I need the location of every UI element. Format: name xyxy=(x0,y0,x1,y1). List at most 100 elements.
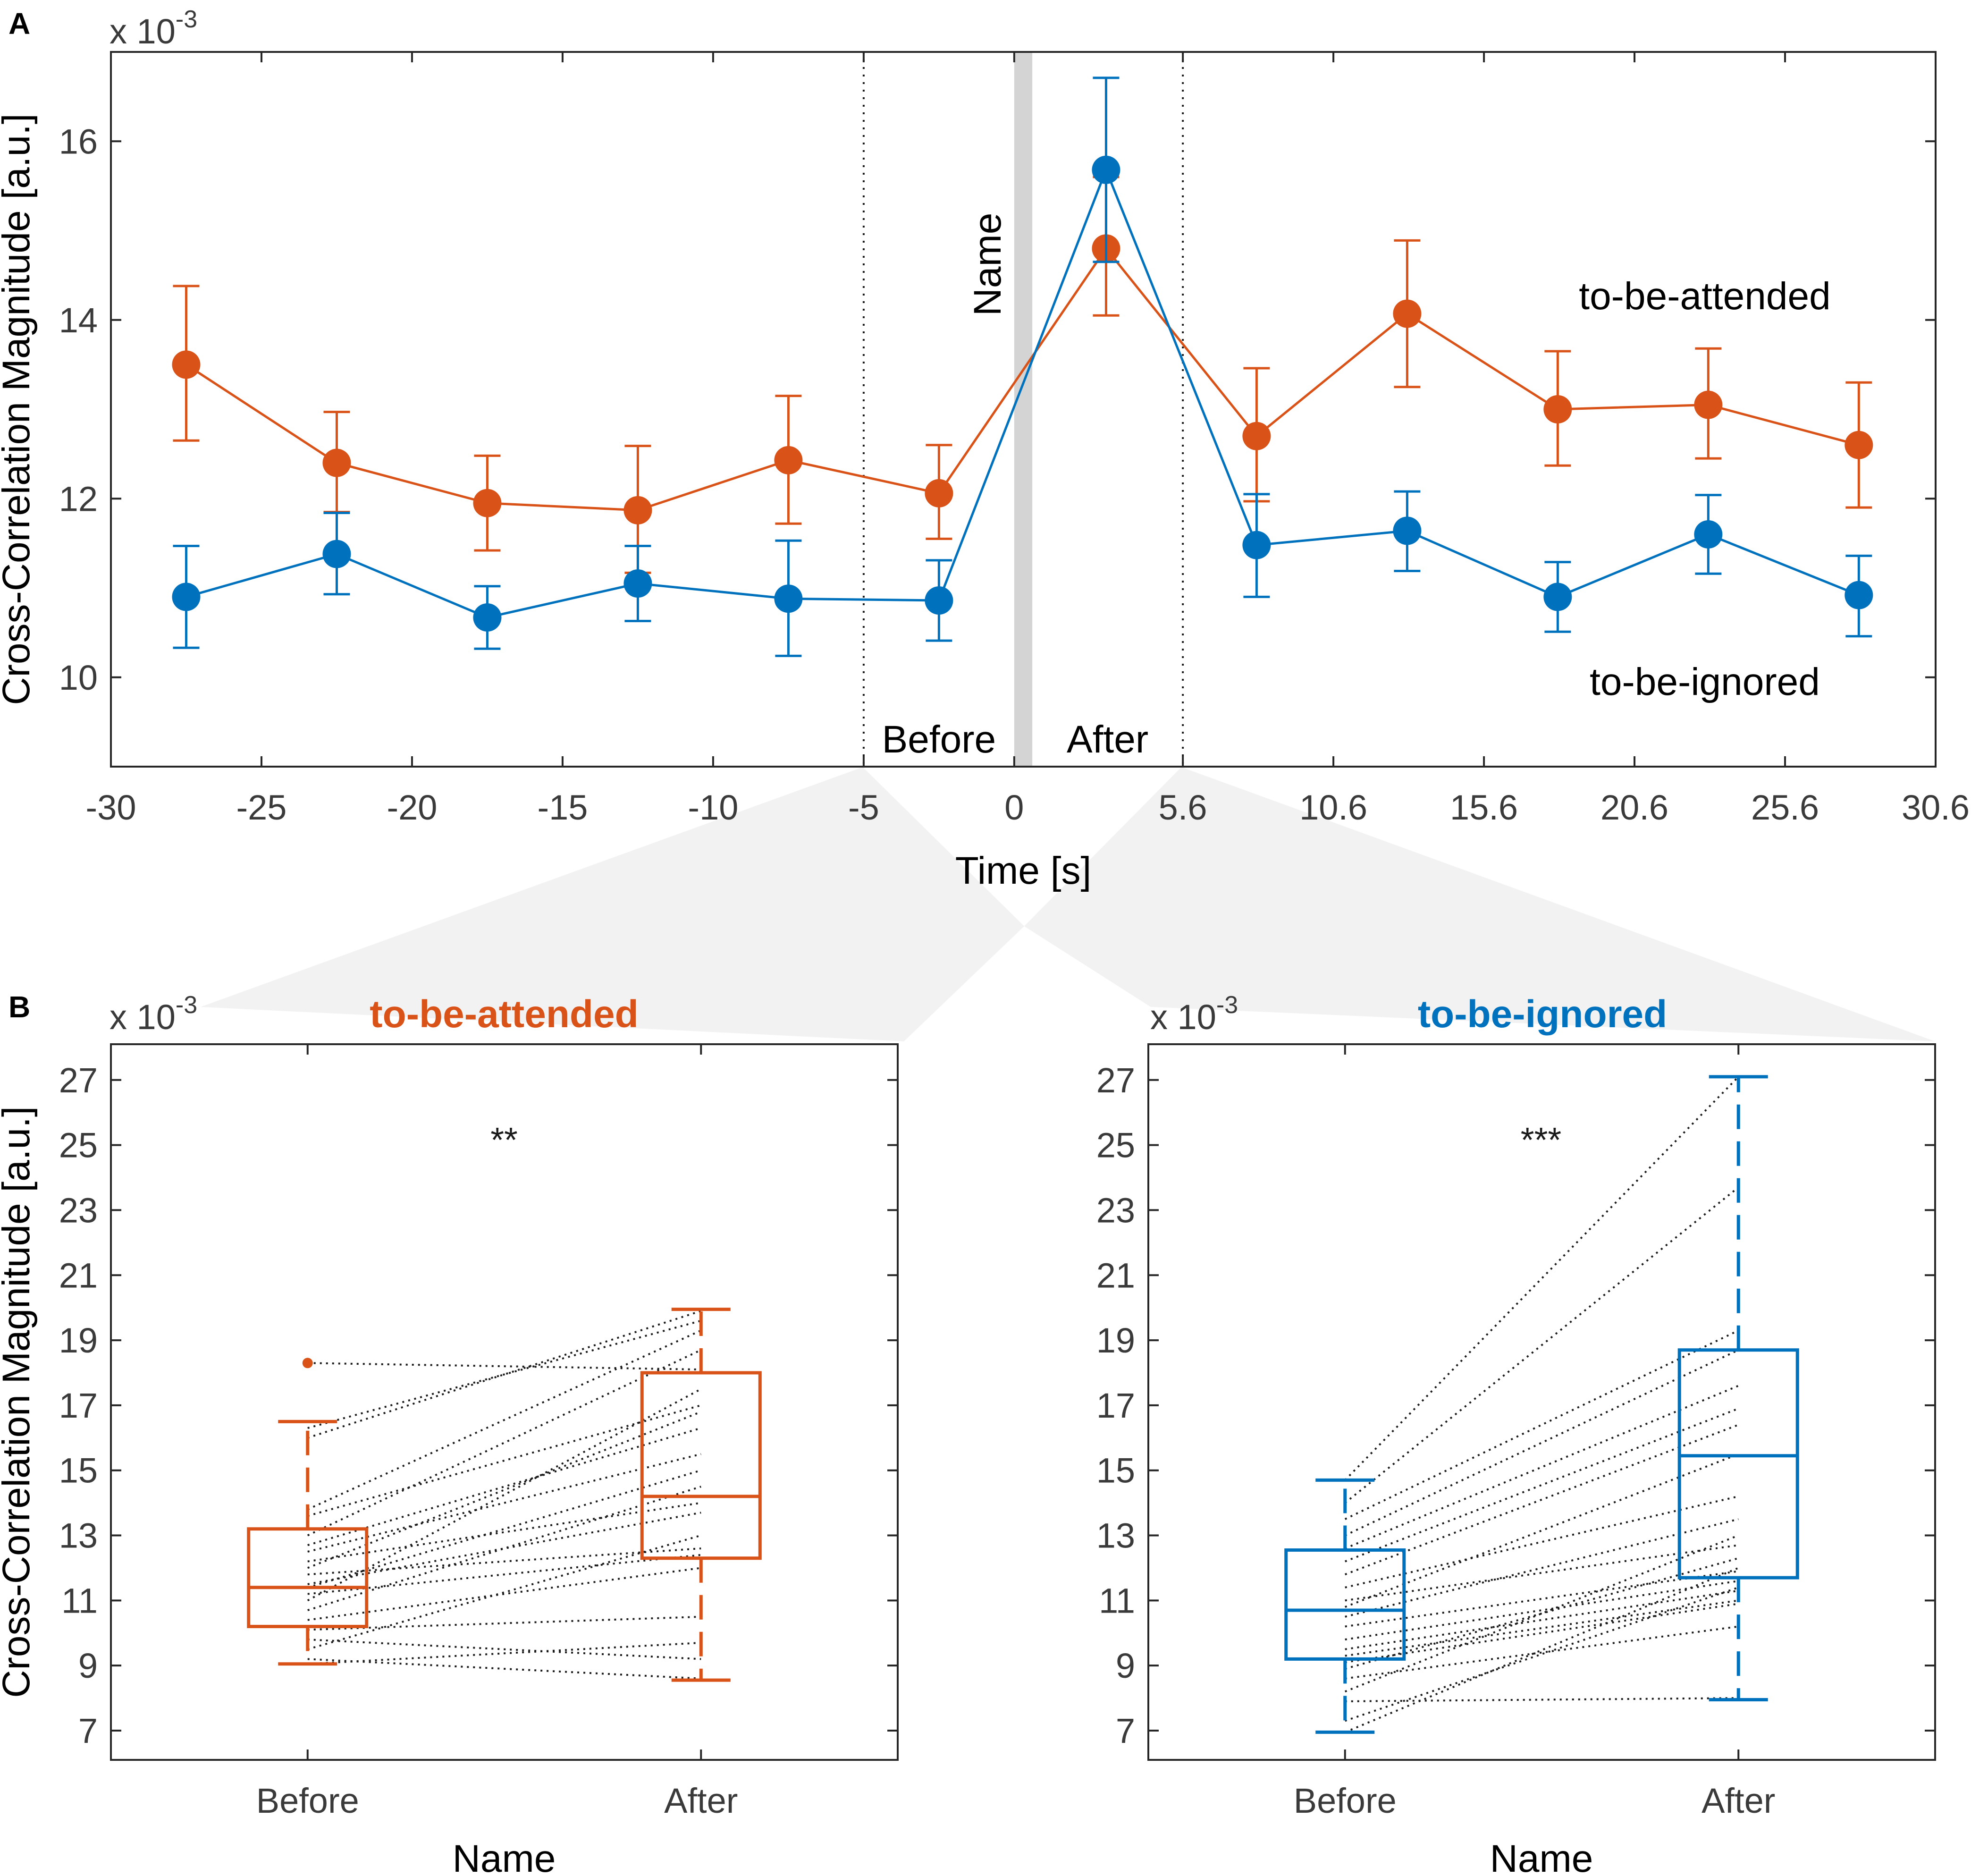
y-tick-label: 21 xyxy=(59,1256,98,1295)
x-tick-label: -10 xyxy=(688,788,738,827)
x-tick-label: 0 xyxy=(1004,788,1024,827)
zoom-funnel-right xyxy=(1024,767,1935,1041)
paired-line xyxy=(1345,1518,1739,1618)
series-group xyxy=(172,76,1873,657)
outlier-point xyxy=(302,1358,313,1369)
panel-b-ignored-scale-label: x 10-3 xyxy=(1150,991,1238,1037)
paired-line xyxy=(307,1427,701,1546)
data-point xyxy=(623,496,652,524)
panel-a: A x 10-3 Name Before After -30 -25 -20 -15-… xyxy=(0,6,1970,892)
y-tick-label: 15 xyxy=(1096,1451,1135,1490)
data-point xyxy=(1543,583,1572,611)
data-point xyxy=(1092,155,1120,184)
data-point xyxy=(774,446,803,474)
y-tick-label: 16 xyxy=(59,122,98,161)
x-tick-label-before: Before xyxy=(1294,1781,1397,1820)
y-tick-label: 12 xyxy=(59,479,98,518)
paired-line xyxy=(1344,1186,1739,1504)
zoom-funnel xyxy=(201,767,1935,1041)
paired-line xyxy=(307,1319,701,1429)
data-point xyxy=(172,350,201,379)
y-tick-label: 25 xyxy=(59,1126,98,1165)
data-point xyxy=(925,586,953,615)
panel-b-ignored-significance: *** xyxy=(1521,1120,1561,1159)
panel-a-scale-label: x 10-3 xyxy=(110,6,197,51)
panel-b-attended: x 10-3 to-be-attended ** 7 9 11 13 15 17 19 21 2… xyxy=(0,991,899,1876)
paired-line xyxy=(1345,1580,1739,1641)
x-tick-label: -15 xyxy=(537,788,588,827)
x-tick-label-before: Before xyxy=(256,1781,359,1820)
paired-line xyxy=(307,1329,702,1511)
panel-b-attended-scale-label: x 10-3 xyxy=(110,991,197,1037)
x-tick-label: -30 xyxy=(86,788,136,827)
x-tick-label: -20 xyxy=(387,788,437,827)
paired-line xyxy=(1345,1424,1739,1576)
x-tick-label: 10.6 xyxy=(1299,788,1367,827)
paired-line xyxy=(1345,1603,1739,1664)
y-tick-label: 10 xyxy=(59,658,98,697)
paired-line xyxy=(1345,1557,1739,1670)
box-after xyxy=(1677,1075,1799,1702)
y-tick-label: 19 xyxy=(1096,1321,1135,1360)
panel-b-attended-content xyxy=(247,1308,762,1682)
paired-line xyxy=(307,1658,701,1680)
data-point xyxy=(1845,431,1873,459)
x-tick-label: 30.6 xyxy=(1902,788,1970,827)
data-point xyxy=(473,603,502,632)
y-tick-label: 11 xyxy=(1099,1581,1135,1620)
panel-b-ignored-title: to-be-ignored xyxy=(1418,993,1667,1036)
y-tick-label: 27 xyxy=(59,1061,98,1100)
y-tick-label: 13 xyxy=(59,1516,98,1555)
y-tick-label: 7 xyxy=(78,1711,98,1750)
panel-b-attended-y-ticks: 7 9 11 13 15 17 19 21 23 25 27 xyxy=(59,1061,898,1750)
panel-b-ignored-x-ticks: Before After xyxy=(1294,1044,1775,1820)
data-point xyxy=(1543,395,1572,423)
series-line-to-be-ignored xyxy=(185,167,1860,619)
data-point xyxy=(1393,299,1422,328)
paired-line xyxy=(1344,1349,1739,1537)
paired-line xyxy=(1345,1589,1739,1650)
panel-b-attended-x-ticks: Before After xyxy=(256,1044,738,1820)
x-tick-label: 5.6 xyxy=(1159,788,1207,827)
panel-b-label: B xyxy=(8,990,30,1024)
paired-line xyxy=(307,1639,701,1660)
y-tick-label: 25 xyxy=(1096,1126,1135,1165)
data-point xyxy=(925,479,953,507)
panel-a-x-ticks: -30 -25 -20 -15 -10 -5 0 5.6 10.6 15.6 20.6 25.6 30.… xyxy=(86,52,1970,827)
x-tick-label: 15.6 xyxy=(1450,788,1518,827)
data-point xyxy=(1393,516,1422,545)
y-tick-label: 9 xyxy=(78,1646,98,1685)
box-after xyxy=(640,1308,762,1682)
panel-b-attended-plot-area xyxy=(111,1044,898,1760)
panel-b-ignored: x 10-3 to-be-ignored *** 7 9 11 13 15 17 19 21 2… xyxy=(1096,991,1936,1876)
y-tick-label: 11 xyxy=(61,1581,98,1620)
box-iqr xyxy=(1284,1548,1406,1661)
paired-line xyxy=(307,1453,701,1553)
panel-b-ignored-y-ticks: 7 9 11 13 15 17 19 21 23 25 27 xyxy=(1096,1061,1935,1750)
paired-line xyxy=(307,1310,701,1439)
paired-line xyxy=(1344,1076,1739,1481)
y-tick-label: 27 xyxy=(1096,1061,1135,1100)
panel-b-ignored-x-axis-label: Name xyxy=(1490,1837,1593,1876)
panel-b-attended-significance: ** xyxy=(490,1120,518,1159)
y-tick-label: 21 xyxy=(1096,1256,1135,1295)
y-tick-label: 14 xyxy=(59,301,98,340)
paired-line xyxy=(307,1349,702,1537)
box-iqr xyxy=(640,1371,762,1560)
name-onset-bar xyxy=(1014,52,1033,767)
y-tick-label: 17 xyxy=(1096,1386,1135,1425)
x-tick-label: -25 xyxy=(236,788,287,827)
y-tick-label: 9 xyxy=(1116,1646,1135,1685)
panel-b-y-axis-label: Cross-Correlation Magnitude [a.u.] xyxy=(0,1106,38,1698)
y-tick-label: 23 xyxy=(1096,1191,1135,1230)
data-point xyxy=(322,540,351,568)
panel-b-ignored-axes-box xyxy=(1147,1043,1936,1761)
panel-a-axes-box xyxy=(110,51,1937,768)
paired-line xyxy=(307,1404,701,1517)
paired-line xyxy=(307,1512,701,1585)
legend-to-be-attended: to-be-attended xyxy=(1579,275,1830,318)
window-before-label: Before xyxy=(882,718,996,761)
legend-to-be-ignored: to-be-ignored xyxy=(1590,660,1820,703)
paired-line xyxy=(1344,1329,1739,1520)
